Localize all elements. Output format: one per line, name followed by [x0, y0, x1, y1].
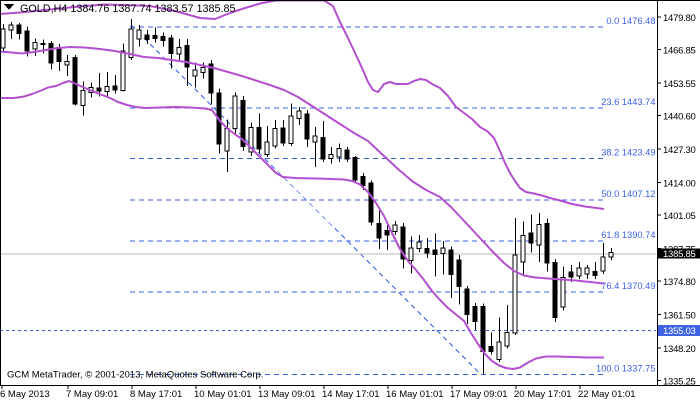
svg-text:1440.60: 1440.60: [663, 112, 696, 123]
svg-text:50.0 1407.12: 50.0 1407.12: [601, 189, 655, 199]
svg-text:1479.80: 1479.80: [663, 13, 696, 24]
svg-text:17 May 09:01: 17 May 09:01: [450, 389, 508, 400]
svg-text:1355.03: 1355.03: [663, 326, 696, 337]
svg-text:76.4 1370.49: 76.4 1370.49: [601, 281, 655, 291]
svg-text:6 May 2013: 6 May 2013: [0, 389, 50, 400]
svg-text:100.0 1337.75: 100.0 1337.75: [596, 364, 655, 374]
svg-text:GOLD,H4 1384.76 1387.74 1383.5: GOLD,H4 1384.76 1387.74 1383.57 1385.85: [20, 3, 236, 15]
svg-text:16 May 01:01: 16 May 01:01: [386, 389, 444, 400]
svg-text:10 May 01:01: 10 May 01:01: [194, 389, 252, 400]
svg-text:23.6 1443.74: 23.6 1443.74: [601, 97, 655, 107]
svg-text:1453.55: 1453.55: [663, 79, 696, 90]
svg-text:61.8 1390.74: 61.8 1390.74: [601, 230, 655, 240]
svg-text:1385.85: 1385.85: [663, 249, 696, 260]
svg-text:1335.25: 1335.25: [663, 377, 696, 388]
svg-text:20 May 17:01: 20 May 17:01: [514, 389, 572, 400]
svg-text:14 May 17:01: 14 May 17:01: [322, 389, 380, 400]
svg-text:1374.80: 1374.80: [663, 277, 696, 288]
svg-text:GCM MetaTrader, © 2001-2013, M: GCM MetaTrader, © 2001-2013, MetaQuotes …: [7, 370, 263, 381]
svg-text:38.2 1423.49: 38.2 1423.49: [601, 148, 655, 158]
svg-text:13 May 09:01: 13 May 09:01: [258, 389, 316, 400]
svg-text:1427.30: 1427.30: [663, 145, 696, 156]
svg-text:7 May 09:01: 7 May 09:01: [66, 389, 118, 400]
svg-text:1361.50: 1361.50: [663, 311, 696, 322]
svg-text:1414.00: 1414.00: [663, 179, 696, 190]
svg-text:1466.85: 1466.85: [663, 46, 696, 57]
svg-text:8 May 17:01: 8 May 17:01: [130, 389, 182, 400]
svg-text:22 May 01:01: 22 May 01:01: [578, 389, 636, 400]
svg-text:1348.20: 1348.20: [663, 344, 696, 355]
svg-text:1401.05: 1401.05: [663, 211, 696, 222]
svg-text:0.0 1476.48: 0.0 1476.48: [606, 16, 655, 26]
